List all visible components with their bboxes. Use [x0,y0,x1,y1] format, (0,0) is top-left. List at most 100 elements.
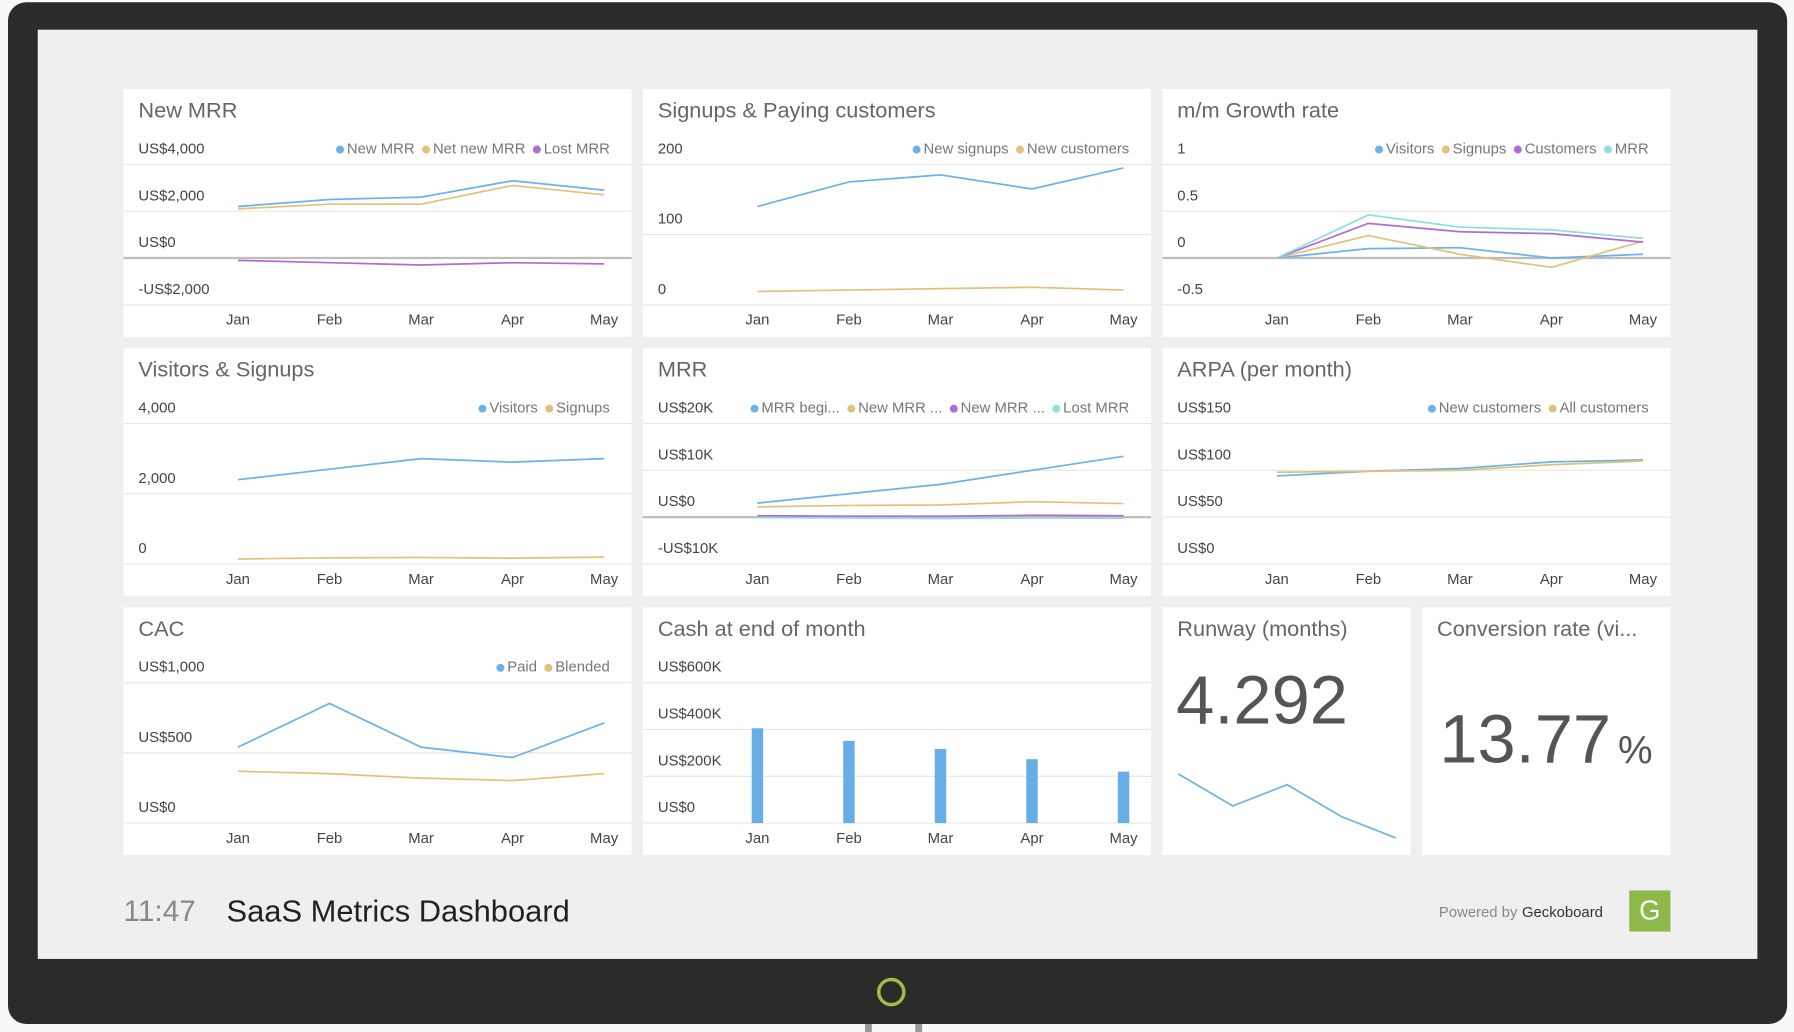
x-tick-label: Jan [745,572,769,588]
logo-letter: G [1639,894,1660,925]
line [237,184,605,210]
powered-by: Powered by [1439,905,1518,921]
legend-label: New customers [1439,401,1541,417]
logo[interactable] [1629,890,1671,932]
y-tick-label: US$200K [658,753,722,769]
line [757,514,1124,518]
x-tick-label: Apr [501,313,524,329]
legend-label: Signups [1453,141,1507,157]
legend-swatch [750,404,759,413]
legend-swatch [1427,404,1436,413]
chart-title: Signups & Paying customers [658,98,936,123]
y-tick-label: 0 [658,282,666,298]
chart-title: CAC [138,616,184,641]
x-tick-label: Mar [928,831,954,847]
line [237,702,605,759]
legend-swatch [545,404,554,413]
bar [934,748,947,824]
x-tick-label: Apr [1020,831,1043,847]
y-tick-label: US$150 [1177,401,1231,417]
x-tick-label: Jan [226,572,250,588]
legend-swatch [949,404,958,413]
sparkline [1178,773,1397,839]
legend-swatch [1375,145,1384,154]
legend-label: Signups [556,401,610,417]
y-tick-label: US$50 [1177,494,1222,510]
legend-swatch [1548,404,1557,413]
line [1276,246,1644,259]
legend-label: New customers [1027,141,1129,157]
x-tick-label: Feb [317,572,343,588]
x-tick-label: Feb [1356,313,1382,329]
line [1276,460,1644,474]
x-tick-label: Mar [928,313,954,329]
x-tick-label: May [590,831,619,847]
chart-title: New MRR [138,98,237,123]
y-tick-label: US$0 [658,800,695,816]
card [123,89,632,337]
y-tick-label: 0 [1177,235,1185,251]
line [237,556,605,560]
x-tick-label: Feb [836,572,862,588]
line [1276,214,1644,259]
line [757,167,1124,208]
card [1162,348,1671,596]
bar [751,728,764,824]
legend-label: Blended [555,660,610,676]
legend-label: Net new MRR [433,141,526,157]
legend-label: MRR [1615,141,1649,157]
home-button[interactable] [876,977,906,1007]
legend-label: Paid [507,660,537,676]
y-tick-label: US$10K [658,447,713,463]
chart-title: Visitors & Signups [138,357,314,382]
line [237,457,605,481]
bar [843,740,855,824]
x-tick-label: May [1109,831,1138,847]
card [643,348,1151,596]
line [1276,459,1643,477]
widget-title: Conversion rate (vi... [1437,616,1637,641]
card [643,607,1151,856]
x-tick-label: Feb [317,313,343,329]
brand[interactable]: Geckoboard [1522,905,1603,921]
legend-label: Visitors [489,401,537,417]
line [757,455,1124,504]
dashboard-title: SaaS Metrics Dashboard [227,893,570,928]
unit: % [1618,730,1653,773]
legend-swatch [336,145,345,154]
card [1162,89,1671,337]
y-tick-label: US$0 [138,800,175,816]
legend-label: Customers [1525,141,1597,157]
legend-swatch [847,404,856,413]
x-tick-label: May [1109,313,1138,329]
x-tick-label: Mar [1447,313,1473,329]
x-tick-label: Jan [1265,572,1289,588]
bar [1026,759,1038,824]
legend-label: New MRR ... [961,401,1045,417]
x-tick-label: Mar [1447,572,1473,588]
line [757,500,1124,508]
line [757,516,1124,520]
y-tick-label: 0.5 [1177,188,1198,204]
x-tick-label: Feb [836,313,862,329]
y-tick-label: US$0 [658,494,695,510]
legend-label: New signups [923,141,1008,157]
legend-swatch [1513,145,1522,154]
line [757,286,1124,293]
y-tick-label: 200 [658,141,683,157]
y-tick-label: US$400K [658,707,722,723]
line [1276,222,1644,259]
x-tick-label: Mar [408,313,434,329]
legend-label: New MRR [347,141,415,157]
legend-label: MRR begi... [761,401,839,417]
line [237,259,605,266]
y-tick-label: 4,000 [138,401,175,417]
x-tick-label: Mar [408,831,434,847]
y-tick-label: 2,000 [138,471,175,487]
y-tick-label: 1 [1177,141,1185,157]
x-tick-label: Apr [1540,572,1563,588]
legend-label: Lost MRR [1063,401,1129,417]
x-tick-label: Feb [317,831,343,847]
clock: 11:47 [124,895,196,928]
